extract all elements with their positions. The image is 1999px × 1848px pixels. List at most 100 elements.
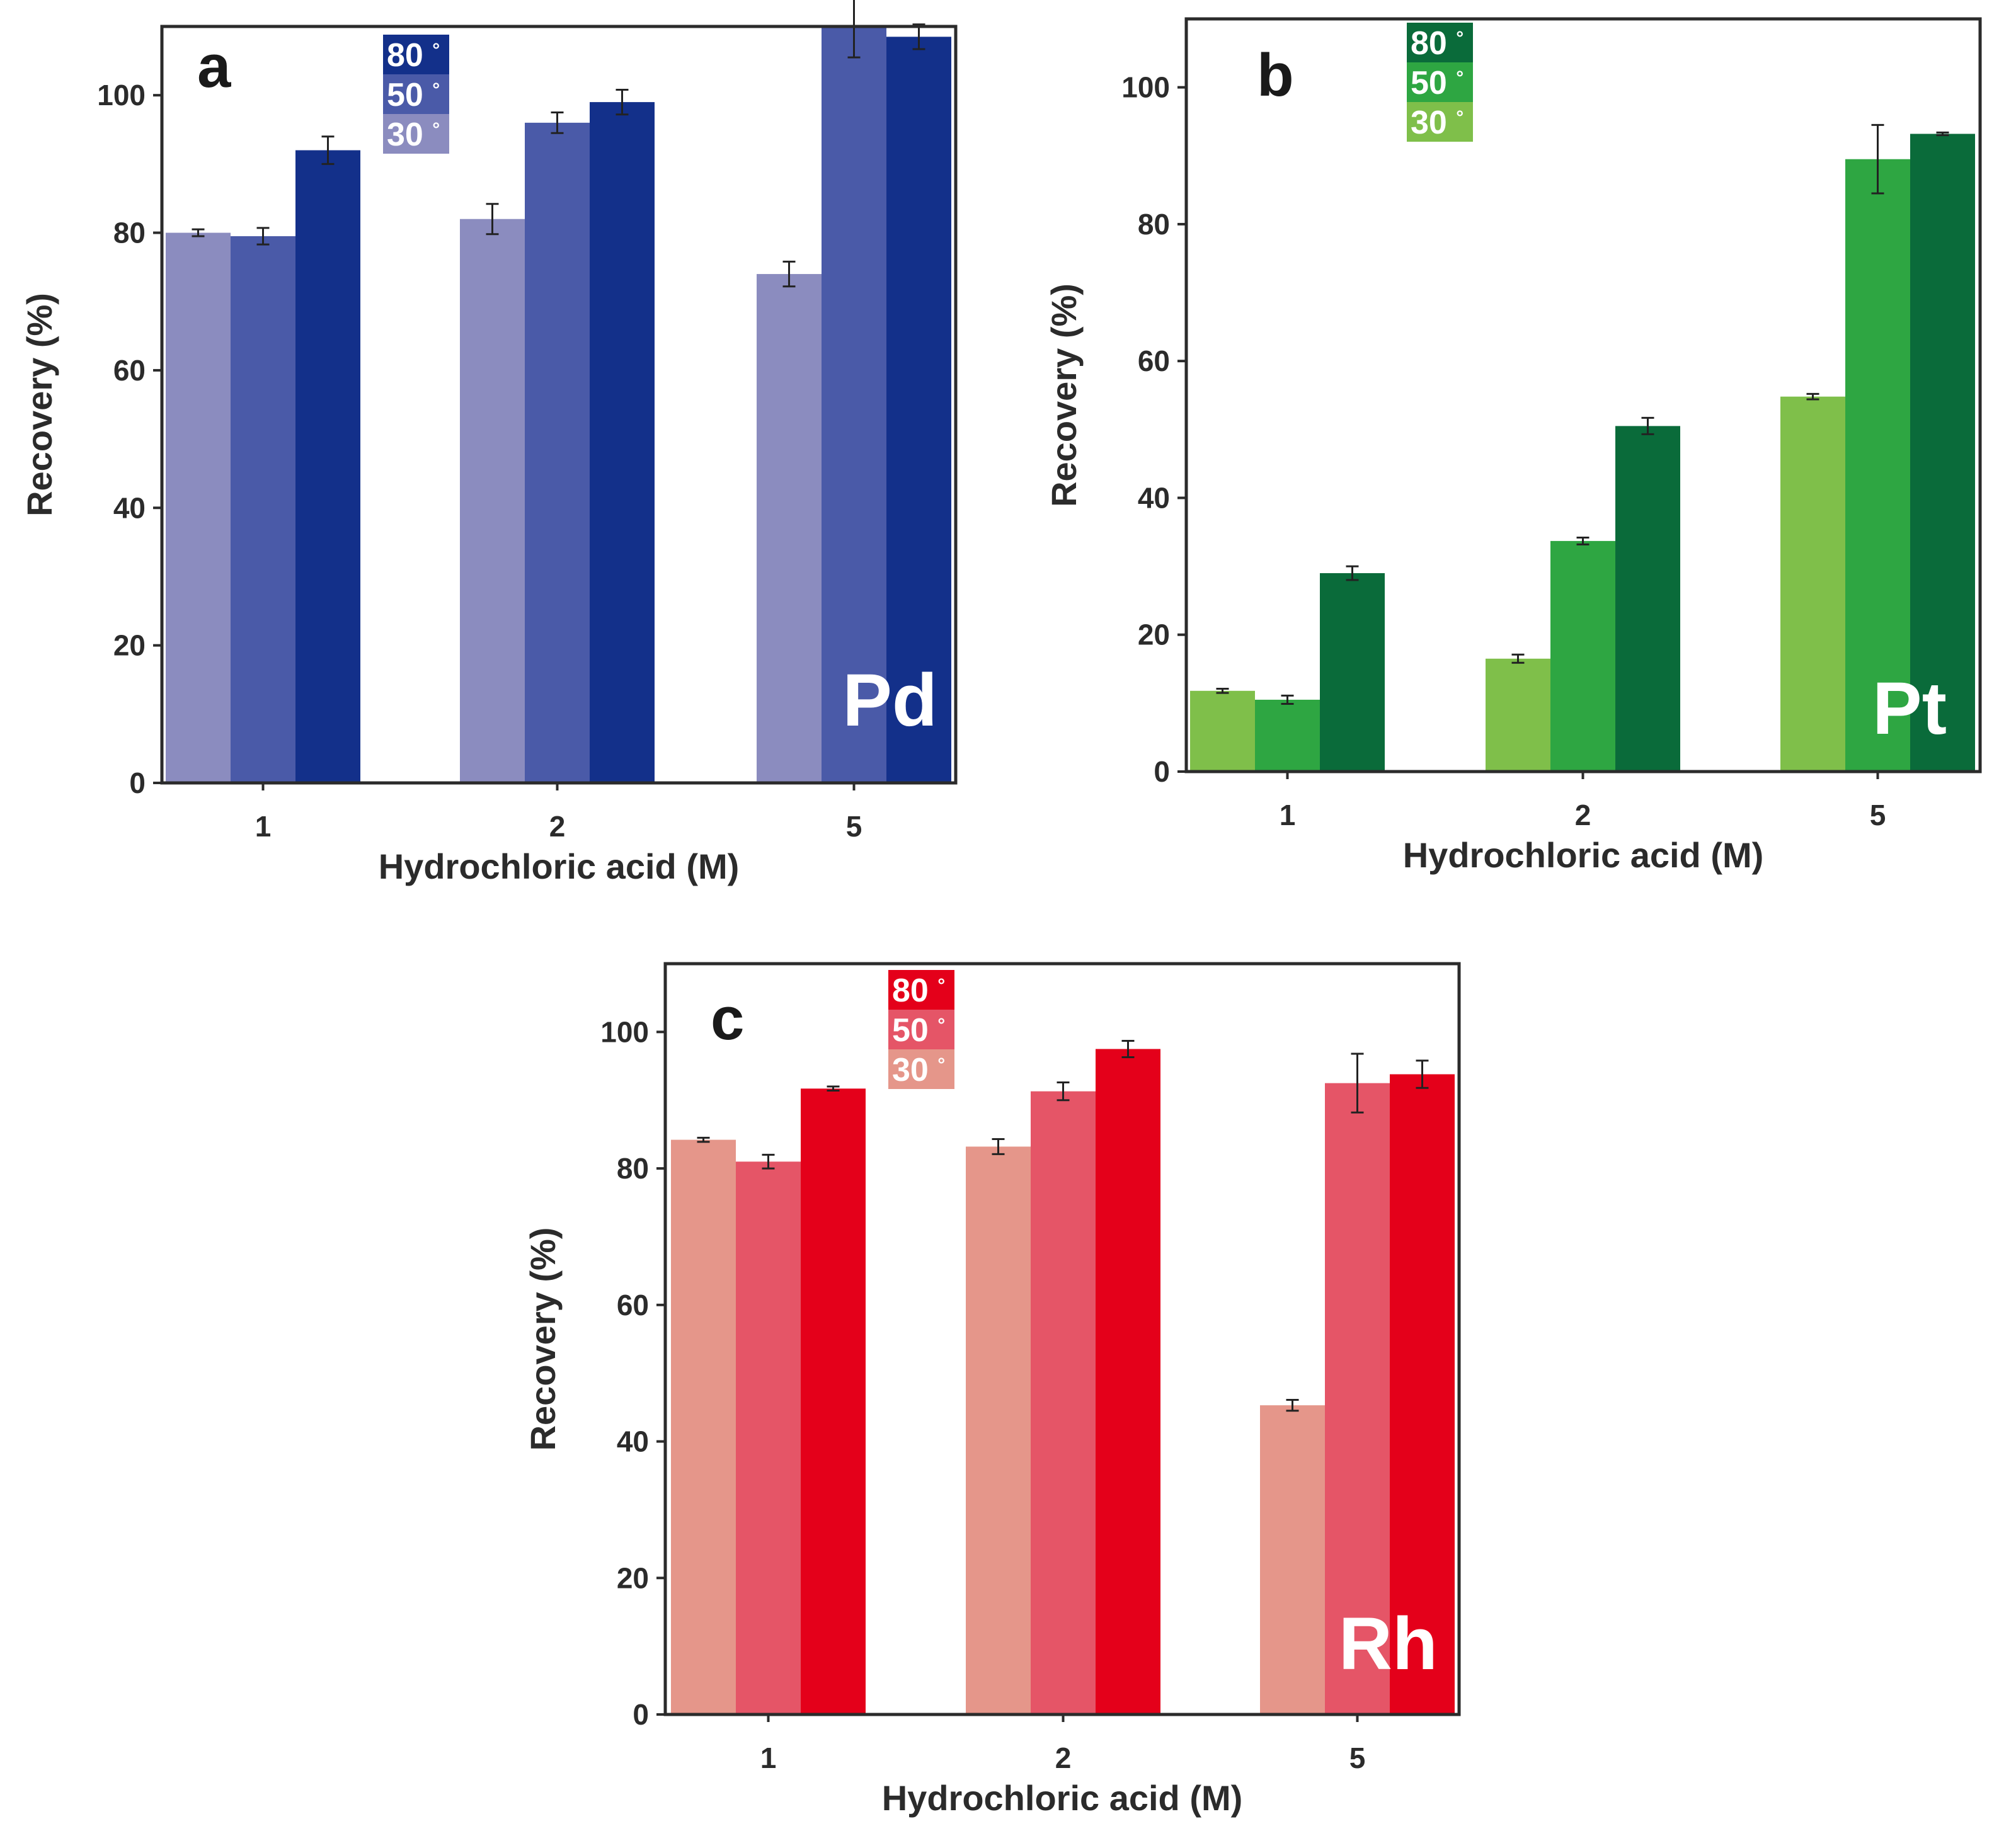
bar-b-30C-2M (1486, 658, 1550, 772)
error-bar (1121, 1039, 1135, 1058)
y-tick-label: 60 (113, 354, 146, 387)
legend-swatch (383, 74, 449, 114)
error-bar (551, 111, 564, 134)
bar-c-80C-1M (801, 1088, 866, 1714)
bar-b-80C-2M (1615, 426, 1680, 772)
bar-a-30C-2M (460, 219, 525, 783)
legend-swatch (888, 970, 954, 1010)
y-tick-label: 100 (1121, 71, 1170, 104)
y-tick-label: 0 (633, 1698, 649, 1731)
y-tick-label: 80 (113, 217, 146, 249)
bar-a-80C-1M (295, 150, 360, 783)
y-tick-label: 80 (617, 1152, 649, 1185)
bar-b-50C-1M (1255, 699, 1320, 772)
panel-letter: b (1257, 42, 1294, 109)
x-tick-label: 1 (1280, 799, 1296, 831)
chart-panel-c: 0 20 40 60 80 100 1 2 5 Hydrochloric acid (M) Reco… (523, 962, 1461, 1818)
x-tick-label: 1 (760, 1742, 777, 1774)
legend-swatch (888, 1010, 954, 1049)
element-label: Rh (1339, 1602, 1438, 1685)
error-bar (1806, 392, 1819, 401)
x-tick-label: 2 (549, 810, 566, 843)
legend-entry: 50 ° (892, 1012, 945, 1049)
error-bar (192, 228, 205, 237)
error-bar (321, 135, 335, 165)
x-axis-label: Hydrochloric acid (M) (379, 847, 740, 886)
legend-swatch (1407, 23, 1473, 62)
error-bar (1346, 565, 1359, 581)
y-tick-label: 20 (617, 1561, 649, 1594)
x-tick-label: 5 (1349, 1742, 1366, 1774)
y-tick-label: 40 (1138, 481, 1170, 514)
bar-c-30C-2M (966, 1146, 1031, 1714)
x-tick-label: 2 (1575, 799, 1591, 831)
legend: 80 °50 ° 30 ° (383, 35, 449, 154)
bar-c-30C-1M (671, 1139, 736, 1714)
bar-c-80C-5M (1390, 1074, 1455, 1714)
element-label: Pd (842, 659, 937, 742)
y-tick-label: 80 (1138, 208, 1170, 241)
legend-entry: 30 ° (1411, 105, 1463, 141)
legend-entry: 50 ° (387, 77, 440, 113)
bar-b-50C-2M (1550, 540, 1615, 772)
error-bar (1057, 1081, 1070, 1102)
legend-swatch (383, 114, 449, 154)
error-bar (1351, 1052, 1364, 1114)
legend-entry: 30 ° (892, 1052, 945, 1088)
legend-entry: 80 ° (387, 37, 440, 74)
y-tick-label: 0 (1154, 755, 1170, 788)
bar-c-50C-2M (1031, 1091, 1096, 1714)
bar-b-30C-1M (1190, 690, 1255, 772)
legend-entry: 80 ° (892, 972, 945, 1009)
bar-a-80C-5M (886, 37, 951, 783)
bar-a-50C-2M (525, 122, 590, 784)
x-axis-label: Hydrochloric acid (M) (882, 1778, 1243, 1818)
error-bar (1286, 1398, 1299, 1412)
bar-a-50C-1M (231, 236, 295, 784)
bar-b-30C-5M (1780, 396, 1845, 772)
y-tick-label: 60 (617, 1289, 649, 1321)
error-bar (1871, 123, 1884, 195)
error-bar (256, 227, 270, 246)
error-bar (912, 23, 925, 50)
x-axis-label: Hydrochloric acid (M) (1403, 835, 1764, 875)
legend-swatch (1407, 62, 1473, 102)
bar-c-80C-2M (1096, 1049, 1160, 1714)
error-bar (782, 260, 796, 288)
x-tick-label: 5 (846, 810, 862, 843)
plot-frame (160, 25, 958, 785)
error-bar (1416, 1059, 1429, 1089)
y-tick-label: 100 (97, 79, 146, 111)
element-label: Pt (1872, 667, 1947, 750)
legend-entry: 30 ° (387, 117, 440, 153)
y-tick-label: 60 (1138, 345, 1170, 377)
x-tick-label: 5 (1870, 799, 1886, 831)
bar-b-50C-5M (1845, 159, 1910, 772)
bar-c-30C-5M (1260, 1405, 1325, 1714)
error-bar (1936, 131, 1949, 137)
error-bar (1511, 653, 1525, 664)
bar-b-80C-5M (1910, 134, 1975, 772)
panel-letter: c (711, 985, 744, 1052)
error-bar (827, 1085, 840, 1092)
legend: 80 °50 ° 30 ° (1407, 23, 1473, 142)
error-bar (486, 203, 499, 236)
y-axis-label: Recovery (%) (1044, 283, 1084, 507)
bar-a-30C-5M (757, 274, 822, 783)
error-bar (1576, 536, 1589, 545)
y-tick-label: 40 (617, 1425, 649, 1458)
bar-a-80C-2M (590, 102, 655, 784)
y-tick-label: 20 (1138, 619, 1170, 651)
bar-c-50C-1M (736, 1161, 801, 1714)
legend-swatch (383, 35, 449, 74)
x-tick-label: 1 (255, 810, 272, 843)
bar-a-50C-5M (822, 26, 886, 783)
chart-panel-a: 0 20 40 60 80 100 1 2 5 Hydrochloric acid (M) Reco… (20, 0, 958, 886)
y-axis-label: Recovery (%) (523, 1228, 563, 1451)
legend-entry: 50 ° (1411, 65, 1463, 101)
bar-c-50C-5M (1325, 1083, 1390, 1714)
error-bar (762, 1153, 775, 1170)
x-tick-label: 2 (1055, 1742, 1072, 1774)
bar-b-80C-1M (1320, 573, 1385, 772)
